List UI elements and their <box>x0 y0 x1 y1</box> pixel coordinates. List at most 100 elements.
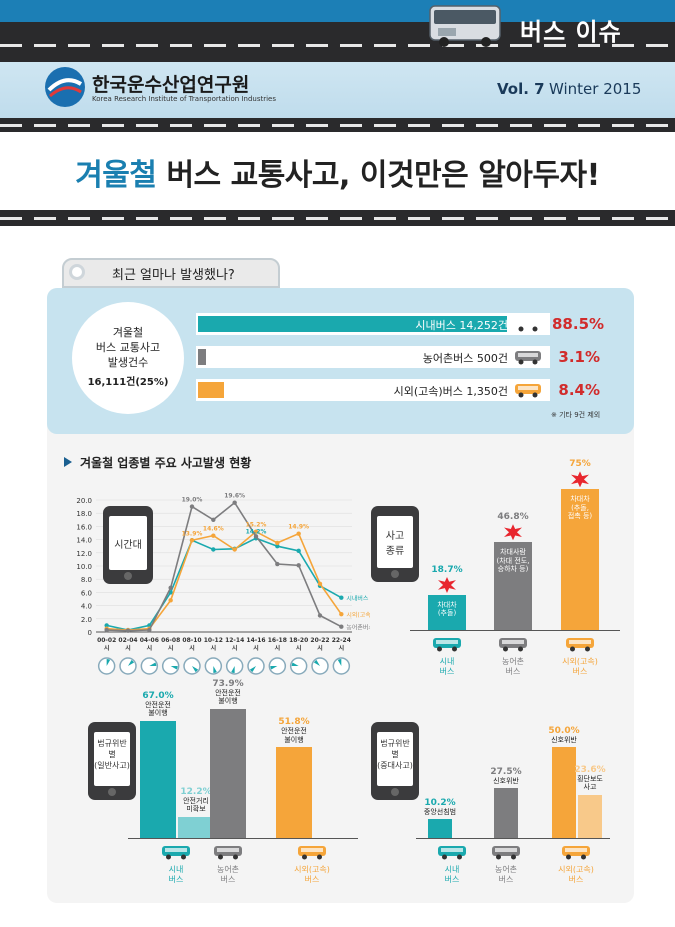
org-name: 한국운수산업연구원 <box>92 74 250 96</box>
series-point <box>339 624 344 629</box>
violation-bar <box>140 720 176 838</box>
road-dash-2 <box>0 124 675 127</box>
x-tick-label: 14-16 시 <box>246 637 265 652</box>
violation-category-label: 시외(고속) 버스 <box>294 865 330 884</box>
series-point <box>296 563 301 568</box>
clock-wedge <box>337 659 342 666</box>
series-point <box>189 538 195 543</box>
question-dot-icon <box>69 264 85 280</box>
violation-value-label: 23.6% <box>574 765 606 776</box>
series-point <box>125 628 131 633</box>
phone-label-general: 법규위반별 (일반사고) <box>94 739 130 770</box>
violation-value-label: 10.2% <box>424 798 456 809</box>
series-point <box>275 544 280 549</box>
phone-screen-general: 법규위반별 (일반사고) <box>94 732 130 786</box>
bus-icon <box>298 846 326 860</box>
clock-wedge <box>149 662 157 666</box>
summary-note: ※ 기타 9건 제외 <box>551 411 601 419</box>
violation-sub-label: 안전운전 불이행 <box>281 727 307 744</box>
violation-bar <box>552 747 576 838</box>
baseline <box>416 838 610 839</box>
baseline <box>410 630 620 631</box>
violation-category-label: 농어촌 버스 <box>216 865 240 884</box>
series-point <box>104 627 109 633</box>
volume-number: Vol. 7 <box>497 80 545 98</box>
bus-icon <box>438 846 466 860</box>
summary-row-bar <box>198 382 224 398</box>
x-tick-label: 16-18 시 <box>268 637 287 652</box>
summary-circle <box>72 302 184 414</box>
y-tick-label: 20.0 <box>76 497 92 505</box>
header-info-band <box>0 62 675 118</box>
series-line <box>106 501 342 632</box>
section2-arrow-icon <box>64 457 72 467</box>
series-line <box>106 530 342 631</box>
bus-icon <box>515 384 541 398</box>
y-tick-label: 8.0 <box>81 576 92 584</box>
y-tick-label: 18.0 <box>76 510 92 518</box>
x-tick-label: 04-06 시 <box>140 637 159 652</box>
violation-category-label: 시외(고속) 버스 <box>558 865 594 884</box>
circle-line1: 겨울철 <box>112 326 144 339</box>
series-point <box>339 595 344 600</box>
violation-sub-label: 신호위반 <box>493 777 519 785</box>
clock-icon <box>161 657 180 675</box>
circle-total: 16,111건(25%) <box>87 377 169 388</box>
section2-title: 겨울철 업종별 주요 사고발생 현황 <box>80 456 252 470</box>
baseline <box>128 838 358 839</box>
phone-screen-time: 시간대 <box>109 516 147 570</box>
question-tab <box>62 258 280 288</box>
violation-value-label: 51.8% <box>278 717 310 728</box>
series-point <box>317 581 323 587</box>
road-dash-3 <box>0 217 675 220</box>
clock-icon <box>140 657 159 675</box>
phone-icon-type: 사고 종류 <box>371 506 419 582</box>
x-tick-label: 02-04 시 <box>118 637 137 652</box>
type-value-label: 46.8% <box>497 512 529 523</box>
series-point <box>189 504 195 509</box>
violation-bar <box>578 795 602 838</box>
bus-icon <box>499 638 527 652</box>
phone-button <box>391 788 399 796</box>
summary-row-pct: 8.4% <box>558 381 600 399</box>
x-tick-label: 22-24 시 <box>332 637 351 652</box>
org-logo-icon <box>45 67 85 107</box>
phone-button <box>108 788 116 796</box>
series-point <box>296 548 301 554</box>
data-label: 19.0% <box>182 497 203 504</box>
issue-season: Winter 2015 <box>549 80 642 98</box>
phone-label-type: 사고 종류 <box>385 531 405 557</box>
violation-value-label: 50.0% <box>548 726 580 737</box>
type-value-label: 75% <box>569 459 591 470</box>
legend-label: 시외(고속)버스 <box>346 611 370 619</box>
violation-sub-label: 신호위반 <box>551 736 577 745</box>
y-tick-label: 12.0 <box>76 550 92 558</box>
y-tick-label: 6.0 <box>81 589 92 597</box>
phone-button <box>391 570 399 578</box>
series-point <box>317 613 323 618</box>
series-point <box>339 611 344 617</box>
clock-wedge <box>270 666 278 670</box>
road-dash-top <box>0 44 675 47</box>
bus-icon <box>492 846 520 860</box>
summary-row-pct: 88.5% <box>552 315 605 333</box>
y-tick-label: 2.0 <box>81 616 92 624</box>
violation-sub-label: 안전운전 불이행 <box>145 700 171 718</box>
violation-bar <box>494 788 518 838</box>
violation-value-label: 67.0% <box>142 690 174 701</box>
violation-bar <box>276 747 312 838</box>
type-bar <box>494 542 532 630</box>
type-bar <box>561 489 599 630</box>
phone-label-severe: 법규위반별 (중대사고) <box>377 739 413 770</box>
type-bar <box>428 594 466 630</box>
header-road-band <box>0 0 675 62</box>
clock-icon <box>268 657 287 675</box>
issue-label: 버스 이슈 <box>520 18 622 46</box>
summary-circle-text: 겨울철 버스 교통사고 발생건수 16,111건(25%) <box>72 325 184 390</box>
x-tick-label: 20-22 시 <box>310 637 329 652</box>
clock-wedge <box>192 666 199 673</box>
summary-row-label: 농어촌버스 500건 <box>422 352 508 365</box>
phone-icon-general: 법규위반별 (일반사고) <box>88 722 136 800</box>
data-label: 14.9% <box>288 524 309 531</box>
series-point <box>147 627 152 633</box>
